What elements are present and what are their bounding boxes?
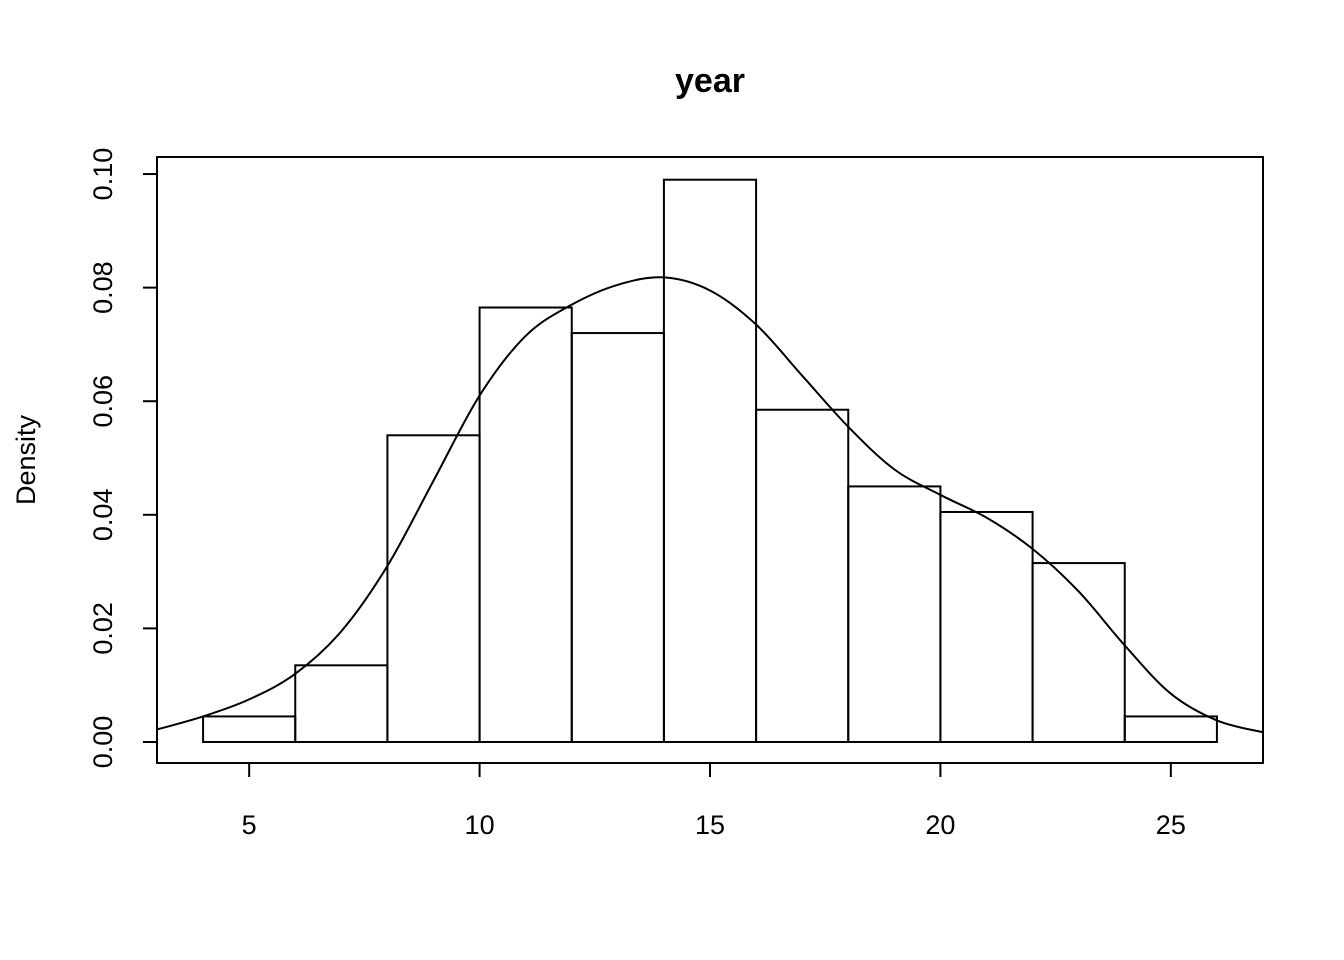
- y-tick-label-4: 0.08: [88, 261, 118, 314]
- histogram-bar-8: [939, 510, 1034, 743]
- y-tick-label-2: 0.04: [88, 489, 118, 542]
- density-curve: [156, 276, 1264, 734]
- y-axis-label: Density: [11, 414, 41, 505]
- y-axis: 0.00 0.02 0.04 0.06 0.08 0.10: [88, 148, 158, 769]
- histogram-bar-9: [1031, 562, 1126, 743]
- y-tick-label-5: 0.10: [88, 148, 118, 201]
- histogram-bar-3: [478, 306, 573, 743]
- histogram-bar-0: [202, 715, 297, 743]
- y-tick-label-0: 0.00: [88, 716, 118, 769]
- bars-group: [202, 178, 1218, 743]
- histogram-bar-6: [755, 408, 850, 743]
- x-tick-label-2: 15: [695, 810, 725, 840]
- x-tick-label-0: 5: [242, 810, 257, 840]
- chart-title: year: [675, 62, 745, 100]
- x-tick-label-4: 25: [1156, 810, 1186, 840]
- histogram-bar-1: [294, 664, 389, 743]
- y-tick-label-1: 0.02: [88, 602, 118, 655]
- x-tick-label-1: 10: [465, 810, 495, 840]
- x-tick-label-3: 20: [925, 810, 955, 840]
- plot-frame: [156, 156, 1264, 764]
- histogram-bar-10: [1123, 715, 1218, 743]
- histogram-bar-7: [847, 485, 942, 743]
- histogram-bar-4: [570, 332, 665, 743]
- y-tick-label-3: 0.06: [88, 375, 118, 428]
- histogram-bar-5: [662, 178, 758, 743]
- x-axis: 5 10 15 20 25: [242, 762, 1186, 840]
